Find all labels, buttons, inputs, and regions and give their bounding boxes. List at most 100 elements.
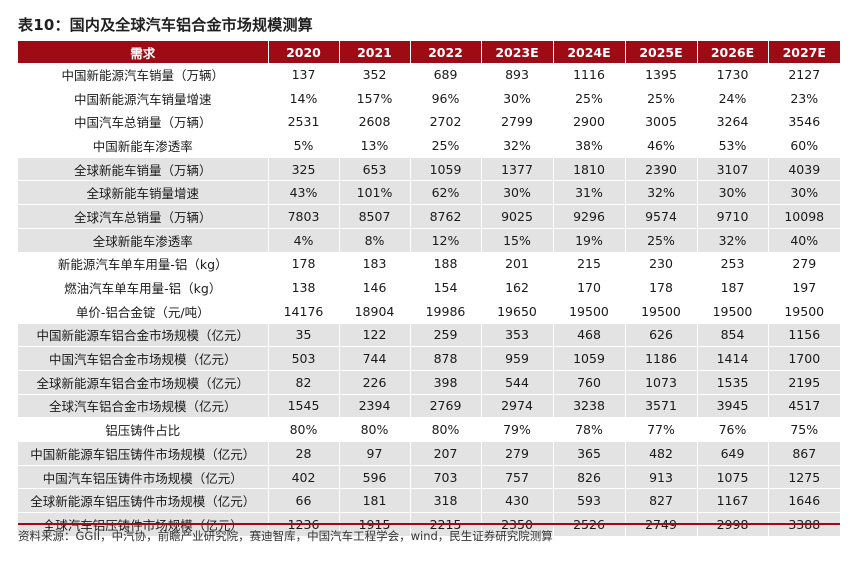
table-cell: 10098 — [768, 204, 840, 229]
row-label: 全球新能车销量增速 — [18, 180, 269, 206]
table-cell: 760 — [553, 370, 626, 395]
table-cell: 32% — [625, 180, 698, 206]
table-cell: 2531 — [268, 109, 340, 135]
table-cell: 96% — [410, 86, 482, 111]
header-year: 2022 — [410, 41, 482, 63]
table-cell: 2769 — [410, 394, 482, 419]
table-cell: 2390 — [625, 157, 698, 182]
table-cell: 7803 — [268, 204, 340, 229]
table-cell: 653 — [339, 157, 411, 182]
table-cell: 596 — [339, 465, 411, 490]
table-cell: 878 — [410, 346, 482, 371]
table-cell: 1377 — [481, 157, 554, 182]
table-cell: 827 — [625, 488, 698, 514]
row-label: 新能源汽车单车用量-铝（kg） — [18, 252, 269, 277]
table-cell: 23% — [768, 86, 840, 111]
table-cell: 138 — [268, 275, 340, 300]
table-cell: 38% — [553, 133, 626, 158]
table-cell: 32% — [697, 228, 769, 253]
table-row: 全球新能源车铝压铸件市场规模（亿元） 66 181 318 430 593 827 1167 1… — [18, 488, 840, 514]
table-cell: 3264 — [697, 109, 769, 135]
table-cell: 60% — [768, 133, 840, 158]
table-row: 全球汽车铝合金市场规模（亿元） 1545 2394 2769 2974 3238 3571 3… — [18, 394, 840, 419]
table-cell: 77% — [625, 417, 698, 442]
table-cell: 626 — [625, 323, 698, 348]
table-cell: 170 — [553, 275, 626, 300]
table-cell: 80% — [339, 417, 411, 442]
table-row: 中国新能源车铝合金市场规模（亿元） 35 122 259 353 468 626 854 115… — [18, 323, 840, 348]
table-cell: 1059 — [410, 157, 482, 182]
table-cell: 122 — [339, 323, 411, 348]
table-cell: 430 — [481, 488, 554, 514]
table-cell: 19650 — [481, 299, 554, 324]
table-row: 中国新能车渗透率 5% 13% 25% 32% 38% 46% 53% 60% — [18, 133, 840, 158]
row-label: 全球汽车铝压铸件市场规模（亿元） — [18, 512, 269, 537]
table-cell: 19500 — [697, 299, 769, 324]
table-row: 中国新能源车铝压铸件市场规模（亿元） 28 97 207 279 365 482 649 867 — [18, 441, 840, 466]
table-cell: 197 — [768, 275, 840, 300]
table-cell: 279 — [768, 252, 840, 277]
table-row: 中国新能源汽车销量（万辆） 137 352 689 893 1116 1395 1730 212… — [18, 63, 840, 87]
table-cell: 97 — [339, 441, 411, 466]
table-cell: 1156 — [768, 323, 840, 348]
table-cell: 188 — [410, 252, 482, 277]
table-cell: 402 — [268, 465, 340, 490]
table-cell: 1545 — [268, 394, 340, 419]
table-cell: 1186 — [625, 346, 698, 371]
table-cell: 157% — [339, 86, 411, 111]
table-cell: 30% — [481, 180, 554, 206]
row-label: 中国汽车铝合金市场规模（亿元） — [18, 346, 269, 371]
table-cell: 318 — [410, 488, 482, 514]
table-cell: 468 — [553, 323, 626, 348]
table-cell: 19% — [553, 228, 626, 253]
header-demand: 需求 — [18, 41, 269, 63]
table-cell: 959 — [481, 346, 554, 371]
table-cell: 19500 — [768, 299, 840, 324]
table-cell: 215 — [553, 252, 626, 277]
table-cell: 1414 — [697, 346, 769, 371]
table-cell: 66 — [268, 488, 340, 514]
table-cell: 1059 — [553, 346, 626, 371]
table-cell: 183 — [339, 252, 411, 277]
table-cell: 2394 — [339, 394, 411, 419]
header-row: 需求 2020 2021 2022 2023E 2024E 2025E 2026E 2027E — [18, 41, 840, 63]
table-row: 中国汽车总销量（万辆） 2531 2608 2702 2799 2900 3005 3264 3… — [18, 109, 840, 135]
row-label: 全球汽车铝合金市场规模（亿元） — [18, 394, 269, 419]
table-cell: 13% — [339, 133, 411, 158]
table-cell: 24% — [697, 86, 769, 111]
row-label: 中国新能源车铝合金市场规模（亿元） — [18, 323, 269, 348]
table-cell: 1700 — [768, 346, 840, 371]
table-row: 单价-铝合金锭（元/吨） 14176 18904 19986 19650 19500 195… — [18, 299, 840, 324]
table-row: 全球新能车渗透率 4% 8% 12% 15% 19% 25% 32% 40% — [18, 228, 840, 253]
header-year: 2020 — [268, 41, 340, 63]
table-cell: 9574 — [625, 204, 698, 229]
table-cell: 178 — [625, 275, 698, 300]
row-label: 中国新能源车铝压铸件市场规模（亿元） — [18, 441, 269, 466]
row-label: 中国新能源汽车销量增速 — [18, 86, 269, 111]
table-cell: 2127 — [768, 63, 840, 87]
table-row: 中国汽车铝压铸件市场规模（亿元） 402 596 703 757 826 913 1075 12… — [18, 465, 840, 490]
table-cell: 744 — [339, 346, 411, 371]
table-cell: 398 — [410, 370, 482, 395]
row-label: 燃油汽车单车用量-铝（kg） — [18, 275, 269, 300]
table-cell: 1810 — [553, 157, 626, 182]
table-cell: 325 — [268, 157, 340, 182]
table-cell: 201 — [481, 252, 554, 277]
table-cell: 226 — [339, 370, 411, 395]
table-cell: 9296 — [553, 204, 626, 229]
table-cell: 893 — [481, 63, 554, 87]
row-label: 中国汽车铝压铸件市场规模（亿元） — [18, 465, 269, 490]
header-year: 2027E — [768, 41, 840, 63]
table-cell: 3571 — [625, 394, 698, 419]
table-cell: 53% — [697, 133, 769, 158]
table-row: 全球新能车销量（万辆） 325 653 1059 1377 1810 2390 3107 403… — [18, 157, 840, 182]
table-cell: 9025 — [481, 204, 554, 229]
header-year: 2025E — [625, 41, 698, 63]
table-cell: 12% — [410, 228, 482, 253]
table-cell: 1730 — [697, 63, 769, 87]
table-cell: 2799 — [481, 109, 554, 135]
market-size-table: 需求 2020 2021 2022 2023E 2024E 2025E 2026E 2027E … — [18, 41, 840, 537]
table-cell: 28 — [268, 441, 340, 466]
header-year: 2021 — [339, 41, 411, 63]
table-cell: 593 — [553, 488, 626, 514]
